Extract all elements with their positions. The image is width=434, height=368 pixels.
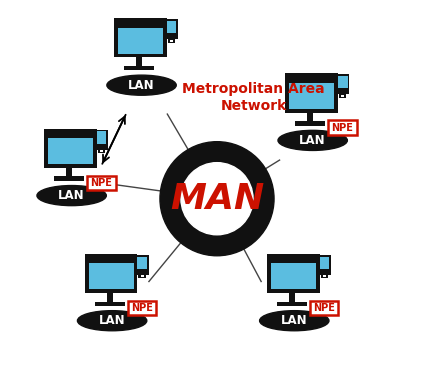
Ellipse shape bbox=[37, 185, 106, 206]
Bar bbox=[271, 263, 316, 289]
Bar bbox=[318, 255, 331, 275]
FancyBboxPatch shape bbox=[87, 176, 115, 190]
Bar bbox=[307, 113, 313, 121]
Bar bbox=[277, 302, 307, 306]
Bar bbox=[321, 275, 328, 278]
Bar bbox=[338, 76, 348, 88]
Bar bbox=[138, 256, 147, 269]
Text: NPE: NPE bbox=[313, 303, 335, 313]
Bar bbox=[114, 18, 167, 57]
Text: NPE: NPE bbox=[90, 178, 112, 188]
Bar bbox=[319, 256, 329, 269]
FancyBboxPatch shape bbox=[128, 301, 156, 315]
Bar bbox=[124, 66, 154, 70]
Bar bbox=[98, 150, 105, 153]
Bar bbox=[296, 121, 325, 125]
Bar bbox=[168, 39, 175, 43]
Text: LAN: LAN bbox=[281, 314, 308, 327]
Bar bbox=[44, 129, 97, 168]
Bar bbox=[89, 263, 134, 289]
Ellipse shape bbox=[107, 75, 176, 95]
Bar bbox=[170, 40, 173, 42]
Bar bbox=[95, 302, 125, 306]
Text: Metropolitan Area
Network: Metropolitan Area Network bbox=[182, 82, 325, 113]
Bar bbox=[135, 255, 149, 275]
Bar bbox=[336, 74, 349, 95]
Bar bbox=[118, 28, 163, 54]
Bar bbox=[100, 150, 103, 152]
FancyBboxPatch shape bbox=[310, 301, 338, 315]
Bar bbox=[167, 21, 176, 33]
Text: NPE: NPE bbox=[332, 123, 353, 133]
Text: LAN: LAN bbox=[99, 314, 125, 327]
Ellipse shape bbox=[77, 311, 147, 331]
Bar bbox=[141, 275, 144, 277]
Bar bbox=[341, 95, 345, 97]
Ellipse shape bbox=[278, 130, 347, 151]
Text: MAN: MAN bbox=[170, 182, 264, 216]
Bar bbox=[136, 57, 142, 66]
Bar bbox=[289, 293, 295, 302]
Bar bbox=[322, 275, 326, 277]
Bar bbox=[54, 177, 84, 181]
FancyBboxPatch shape bbox=[328, 120, 357, 135]
Bar bbox=[66, 168, 72, 177]
Bar bbox=[95, 130, 108, 150]
Bar bbox=[48, 138, 93, 164]
Text: LAN: LAN bbox=[58, 189, 85, 202]
Bar bbox=[289, 83, 334, 109]
Circle shape bbox=[181, 163, 253, 235]
Text: LAN: LAN bbox=[299, 134, 326, 147]
Text: NPE: NPE bbox=[131, 303, 153, 313]
Bar bbox=[85, 254, 138, 293]
Bar bbox=[285, 74, 338, 113]
Circle shape bbox=[160, 142, 274, 256]
Bar bbox=[138, 275, 146, 278]
Bar bbox=[267, 254, 319, 293]
Ellipse shape bbox=[260, 311, 329, 331]
Text: LAN: LAN bbox=[128, 79, 155, 92]
Bar bbox=[339, 95, 346, 98]
Bar bbox=[165, 19, 178, 39]
Bar bbox=[107, 293, 113, 302]
Bar bbox=[97, 131, 106, 144]
